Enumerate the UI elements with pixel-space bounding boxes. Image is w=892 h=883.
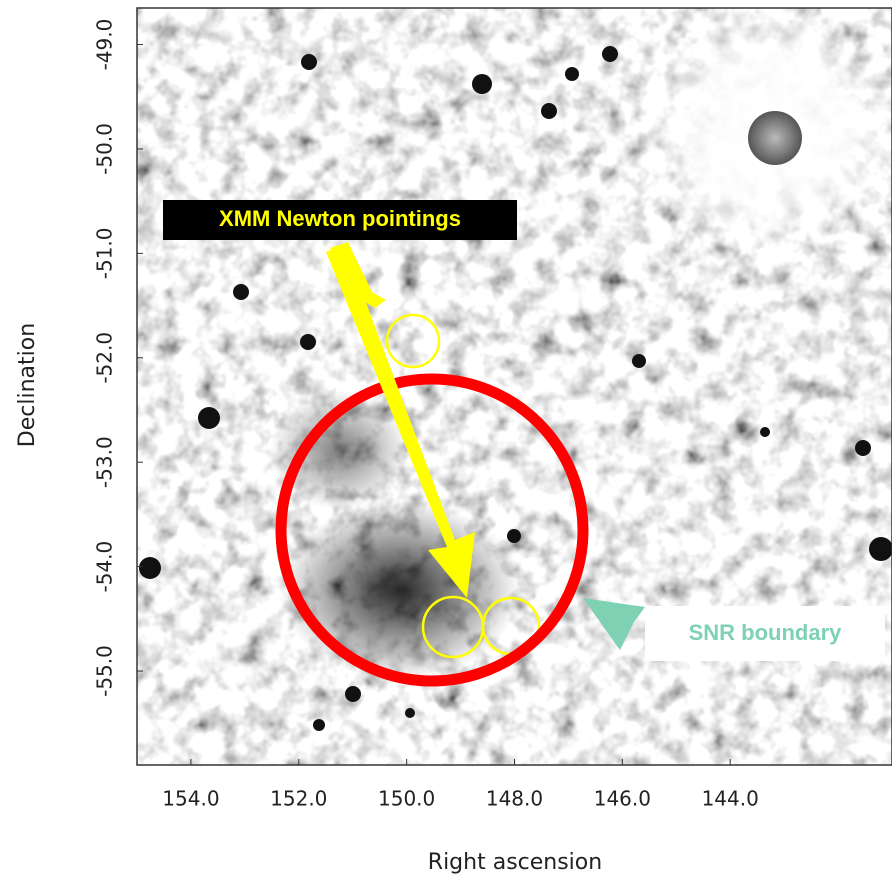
x-tick-label: 146.0 [594, 787, 651, 811]
sky-image [137, 8, 892, 765]
annotation: SNR boundary [689, 620, 843, 645]
y-axis-title: Declination [15, 323, 40, 447]
y-tick-label: -51.0 [93, 227, 117, 279]
x-tick-label: 148.0 [486, 787, 543, 811]
y-tick-label: -55.0 [93, 645, 117, 697]
y-tick-label: -53.0 [93, 436, 117, 488]
x-tick-label: 144.0 [702, 787, 759, 811]
x-tick-label: 150.0 [378, 787, 435, 811]
pointer-arrows [326, 242, 475, 598]
y-tick-label: -52.0 [93, 332, 117, 384]
annotation-box [163, 200, 517, 240]
x-tick-label: 152.0 [270, 787, 327, 811]
snr-circle [275, 373, 589, 687]
y-tick-label: -54.0 [93, 541, 117, 593]
annotation-box [645, 606, 885, 661]
y-tick-label: -49.0 [93, 19, 117, 71]
y-tick-label: -50.0 [93, 123, 117, 175]
x-axis-title: Right ascension [428, 850, 602, 875]
annotation: XMM Newton pointings [219, 206, 461, 231]
x-tick-label: 154.0 [162, 787, 219, 811]
snr-arrow [583, 598, 645, 650]
